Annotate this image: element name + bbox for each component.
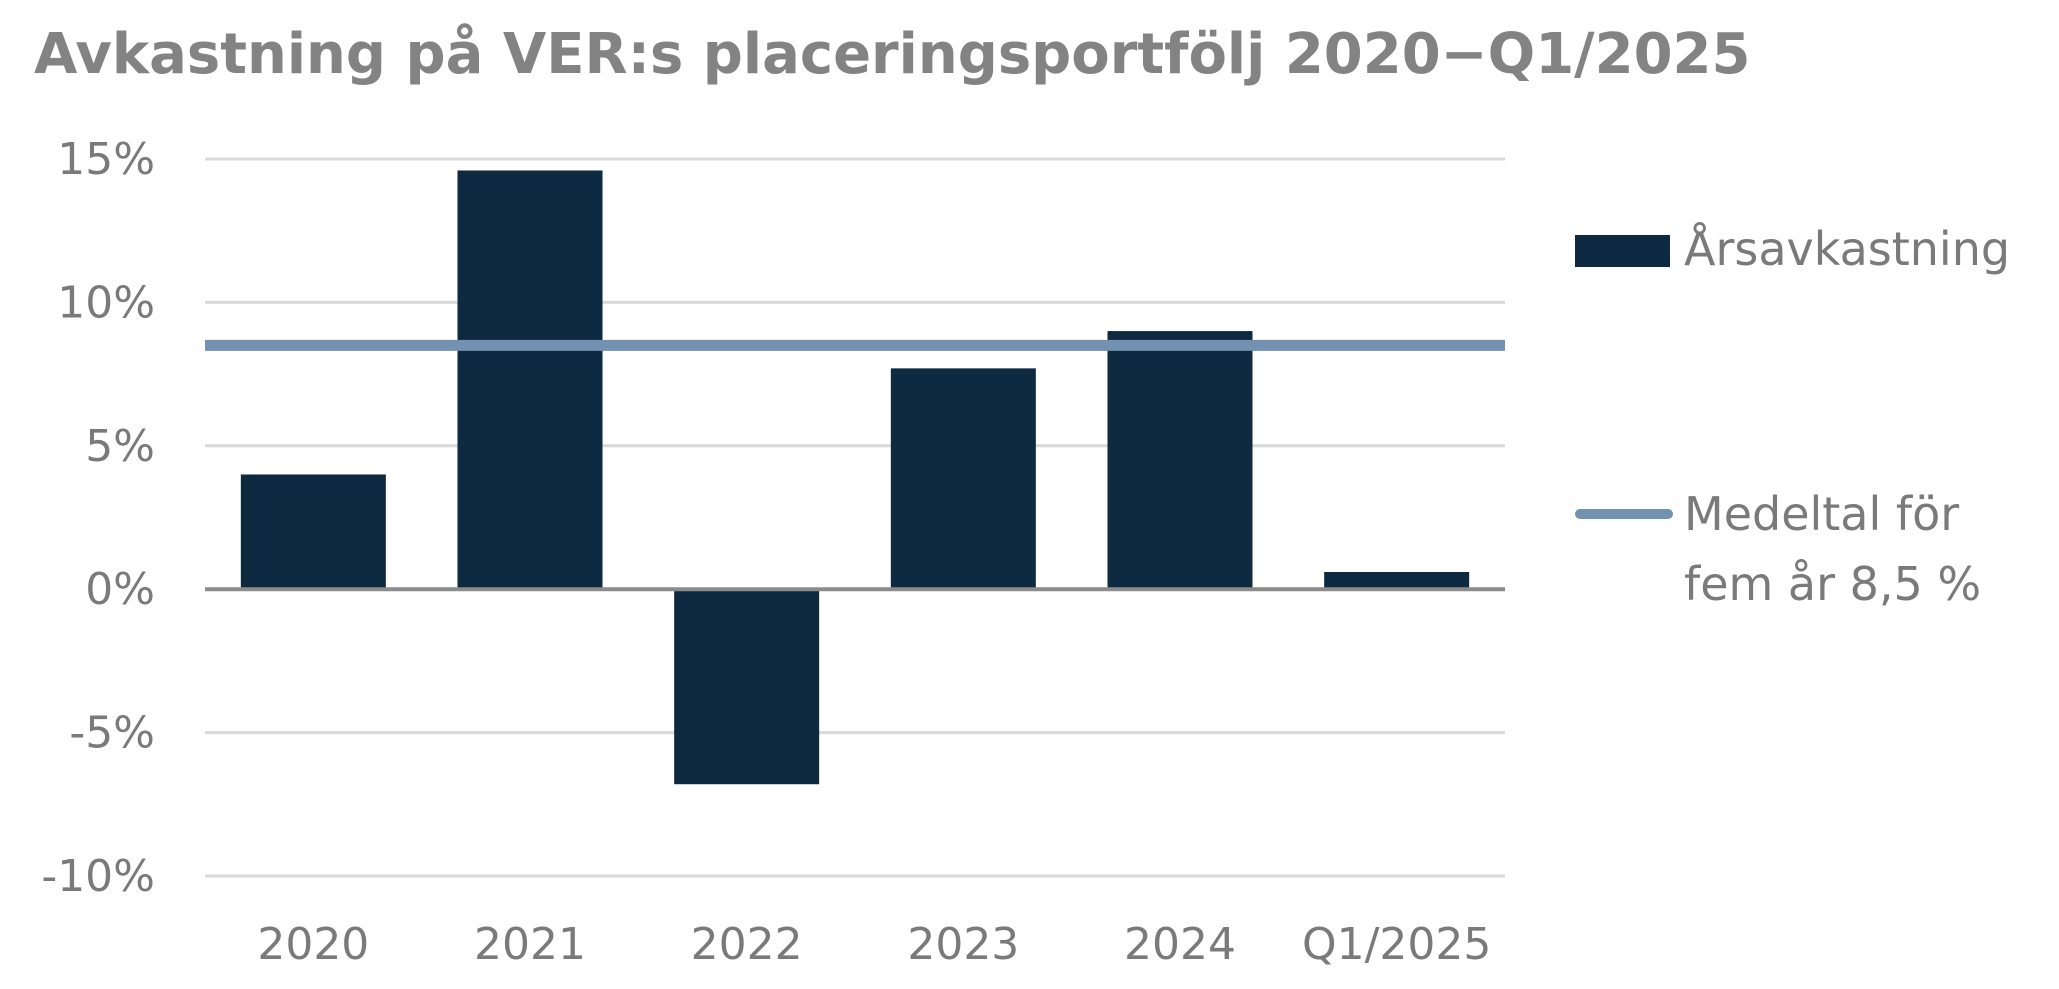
y-tick-label: -5% [69, 708, 155, 759]
x-tick-label: 2023 [907, 919, 1019, 970]
legend-label-bar: Årsavkastning [1684, 222, 2010, 276]
bar [890, 368, 1036, 590]
gridlines [205, 157, 1505, 878]
bar [1324, 571, 1470, 590]
x-tick-label: 2022 [691, 919, 803, 970]
y-tick-label: 0% [85, 564, 155, 615]
y-tick-label: 10% [57, 277, 155, 328]
bars [240, 170, 1470, 785]
y-axis-tick-labels: 15% 10% 5% 0% -5% -10% [41, 134, 155, 902]
x-tick-label: 2024 [1124, 919, 1236, 970]
legend-label-line-row: Medeltal för [1684, 487, 1959, 541]
bar [1107, 331, 1253, 590]
bar [240, 474, 386, 590]
legend-label-line: Medeltal för fem år 8,5 % [1684, 487, 1981, 611]
legend-label-line-row: fem år 8,5 % [1684, 557, 1981, 611]
bar [457, 170, 603, 590]
bar [674, 589, 820, 785]
legend-bar-swatch [1575, 235, 1670, 267]
y-tick-label: -10% [41, 851, 155, 902]
x-tick-label: 2020 [257, 919, 369, 970]
x-tick-label: Q1/2025 [1302, 919, 1491, 970]
legend: Årsavkastning Medeltal för fem år 8,5 % [1575, 222, 2010, 611]
x-axis-tick-labels: 2020 2021 2022 2023 2024 Q1/2025 [257, 919, 1491, 970]
chart-title: Avkastning på VER:s placeringsportfölj 2… [34, 22, 1751, 87]
y-tick-label: 5% [85, 421, 155, 472]
y-tick-label: 15% [57, 134, 155, 185]
x-tick-label: 2021 [474, 919, 586, 970]
